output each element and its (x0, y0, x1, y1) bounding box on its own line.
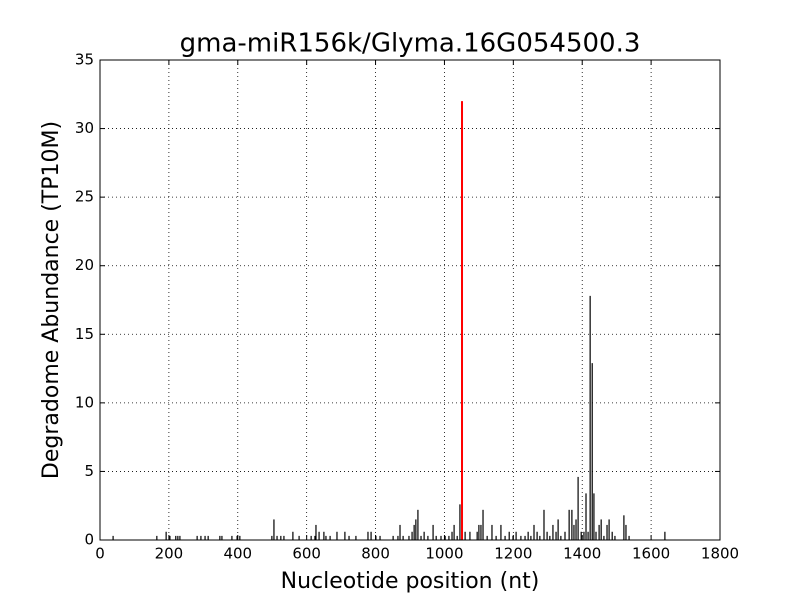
y-tick-label: 30 (75, 119, 94, 137)
x-tick-label: 1600 (632, 545, 670, 563)
y-tick-label: 15 (75, 325, 94, 343)
x-tick-label: 800 (361, 545, 390, 563)
x-axis-label: Nucleotide position (nt) (281, 569, 540, 594)
y-tick-label: 35 (75, 51, 94, 69)
y-tick-label: 10 (75, 393, 94, 411)
x-tick-label: 0 (95, 545, 105, 563)
x-tick-label: 1000 (425, 545, 463, 563)
plot-frame (99, 59, 721, 541)
y-tick-label: 20 (75, 256, 94, 274)
x-tick-label: 1400 (563, 545, 601, 563)
x-tick-label: 200 (155, 545, 184, 563)
x-tick-label: 600 (292, 545, 321, 563)
x-tick-label: 1800 (701, 545, 739, 563)
x-tick-label: 400 (223, 545, 252, 563)
chart-title: gma-miR156k/Glyma.16G054500.3 (180, 29, 641, 59)
y-tick-label: 5 (84, 462, 94, 480)
x-tick-label: 1200 (494, 545, 532, 563)
y-tick-label: 0 (84, 531, 94, 549)
y-tick-label: 25 (75, 188, 94, 206)
y-axis-label: Degradome Abundance (TP10M) (39, 121, 64, 479)
